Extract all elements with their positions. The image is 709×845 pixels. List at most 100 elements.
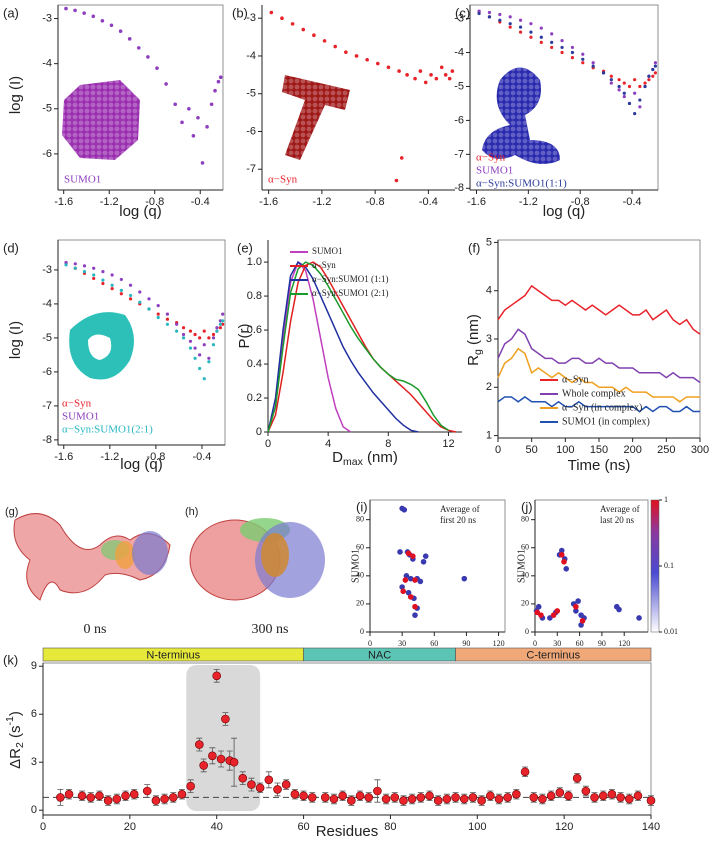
data-point [468,793,478,802]
annotation: last 20 ns [600,515,634,525]
x-axis-label-part: D [332,449,343,466]
data-point [200,161,205,165]
sumo1-model [62,80,140,160]
data-point [136,46,141,50]
x-axis-label: log (q) [543,203,586,220]
y-tick-label: -5 [42,332,52,344]
data-point [156,312,160,316]
data-point [581,61,585,65]
data-point [555,788,565,797]
panel-label: (j) [521,499,533,514]
data-point [575,598,581,604]
data-point [119,277,123,282]
data-point [535,603,542,610]
data-point [211,332,216,337]
legend-entry: SUMO1 [312,246,343,256]
data-point [209,102,214,107]
legend-entry: α−Syn (in complex) [562,402,642,413]
x-axis-label-part: max [343,456,364,468]
x-tick-label: 40 [211,821,223,833]
snapshot-caption: 300 ns [252,622,289,637]
data-point [617,78,621,82]
data-point [627,84,632,89]
data-point [229,757,239,767]
data-point [127,37,132,41]
data-point [218,326,222,330]
data-point [347,796,356,805]
x-tick-label: 250 [657,444,675,456]
data-point [199,761,208,770]
data-point [195,740,204,749]
colorbar-tick-label: 0.01 [664,627,678,636]
data-point [164,82,168,86]
x-tick-label: -0.4 [419,196,438,208]
data-point [529,35,533,39]
x-tick-label: -1.6 [467,196,486,208]
y-tick-label: -3 [454,12,464,24]
data-point [128,293,133,298]
data-point [320,793,330,802]
data-point [590,793,599,802]
data-point [329,794,339,804]
legend-entry: SUMO1 [62,411,99,423]
data-point [156,315,160,320]
data-point [633,112,637,116]
x-tick-label: 90 [598,639,606,648]
data-point [529,22,533,26]
y-tick-label: 20 [521,599,529,608]
y-tick-label: 1 [486,429,492,441]
legend-entry: α−Syn [268,174,298,186]
data-point [177,789,187,799]
data-point [508,25,512,29]
data-point [647,78,651,82]
panel-label: (e) [237,240,253,255]
x-axis-label: Dmax (nm) [332,449,398,468]
data-point [73,266,77,270]
y-tick-label: 4 [486,285,492,297]
x-tick-label: -1.2 [312,196,331,208]
data-point [92,273,96,277]
data-point [581,786,591,796]
data-point [646,796,656,805]
data-point [110,283,114,287]
y-tick-label: -7 [454,148,464,160]
x-tick-label: -1.6 [54,451,73,463]
data-point [643,84,647,89]
data-point [119,288,123,292]
data-point [264,775,274,785]
data-point [651,74,655,78]
data-point [609,78,613,82]
data-point [160,794,169,804]
data-point [221,322,225,326]
data-point [64,789,74,799]
data-point [529,793,539,802]
data-point [653,71,658,75]
y-tick-label: 40 [356,571,364,580]
data-point [622,91,626,95]
data-point [651,67,655,72]
data-point [487,15,492,19]
data-point [355,791,365,801]
data-point [213,88,217,93]
data-point [412,603,418,610]
data-point [138,300,142,304]
y-axis-label: log (I) [7,321,24,359]
data-point [412,577,418,583]
snapshot-caption: 0 ns [84,622,107,637]
data-point [202,343,206,347]
x-tick-label: 60 [297,821,309,833]
data-point [434,76,439,81]
data-point [73,8,77,13]
x-axis-label: log (q) [120,456,163,473]
data-point [405,589,412,596]
data-point [581,57,585,61]
data-point [570,50,575,55]
data-point [397,549,403,555]
data-point [64,6,68,11]
data-point [82,11,86,15]
data-point [307,793,317,802]
x-tick-label: 60 [430,639,438,648]
data-point [591,64,595,68]
y-tick-label: 80 [521,514,529,523]
